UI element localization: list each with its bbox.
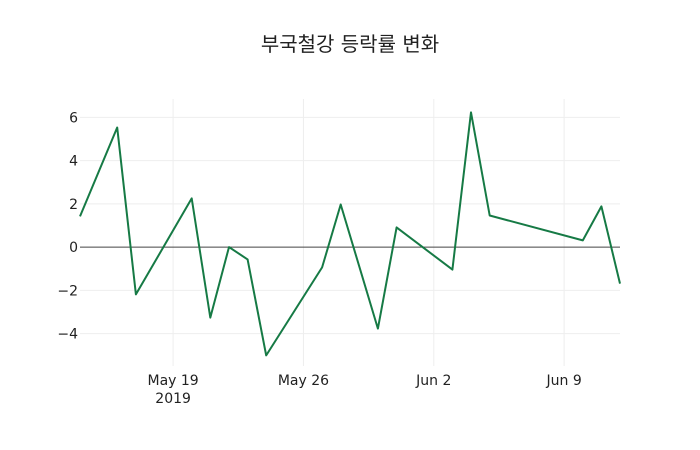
- y-tick-label: −4: [57, 327, 78, 343]
- x-gridlines: [172, 99, 565, 366]
- y-tick-label: 2: [69, 197, 78, 213]
- y-tick-label: 4: [69, 154, 78, 170]
- y-tick-label: −2: [57, 283, 78, 299]
- x-tick-label: May 26: [278, 373, 329, 389]
- y-gridlines: [80, 116, 620, 335]
- chart-title: 부국철강 등락률 변화: [260, 32, 440, 56]
- x-tick-label: Jun 9: [546, 373, 582, 389]
- y-tick-label: 6: [69, 110, 78, 126]
- series-line: [79, 111, 621, 357]
- x-axis-labels: May 19 2019 May 26 Jun 2 Jun 9: [147, 373, 581, 407]
- x-tick-year-label: 2019: [155, 391, 191, 407]
- y-axis-labels: −4 −2 0 2 4 6: [57, 110, 78, 342]
- x-tick-label: May 19: [147, 373, 198, 389]
- x-tick-label: Jun 2: [415, 373, 451, 389]
- y-tick-label: 0: [69, 240, 78, 256]
